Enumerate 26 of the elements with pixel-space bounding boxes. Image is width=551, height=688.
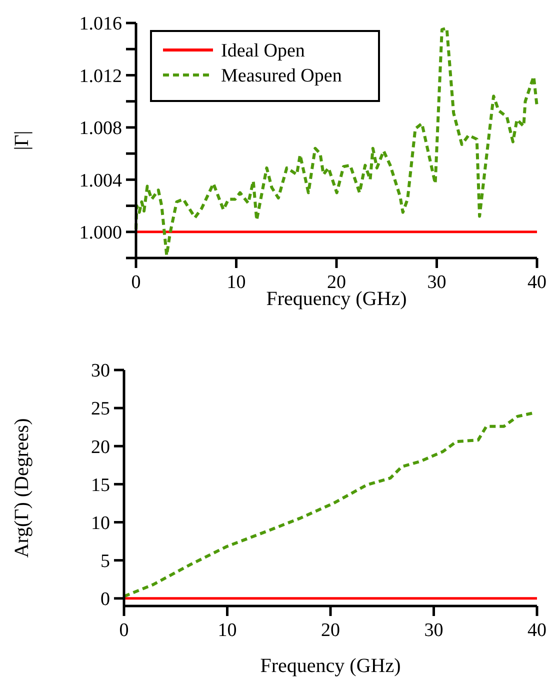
x-tick-label: 10 xyxy=(226,272,246,293)
y-axis-title: Arg(Γ) (Degrees) xyxy=(11,418,33,558)
y-tick-label: 15 xyxy=(91,474,110,496)
x-tick-label: 20 xyxy=(321,620,340,641)
y-tick-label: 30 xyxy=(91,360,110,382)
y-tick-label: 20 xyxy=(91,436,110,458)
y-tick-label: 5 xyxy=(100,550,110,572)
y-tick-label: 10 xyxy=(91,512,110,534)
x-tick-label: 30 xyxy=(424,620,444,641)
y-tick-label: 25 xyxy=(91,398,110,420)
y-tick-label: 1.012 xyxy=(79,66,122,87)
x-tick-label: 40 xyxy=(528,272,546,293)
y-tick-label: 1.004 xyxy=(79,170,122,192)
y-tick-label: 0 xyxy=(100,589,110,610)
y-tick-label: 1.008 xyxy=(79,118,122,140)
legend-label: Measured Open xyxy=(221,66,342,87)
x-axis-title: Frequency (GHz) xyxy=(260,655,401,677)
x-tick-label: 0 xyxy=(131,272,141,293)
x-tick-label: 40 xyxy=(528,620,546,641)
y-axis-title: |Γ| xyxy=(11,130,33,150)
line-series xyxy=(134,26,538,257)
x-tick-label: 10 xyxy=(218,620,237,641)
y-tick-label: 1.016 xyxy=(79,14,122,35)
y-tick-label: 1.000 xyxy=(79,222,122,244)
x-tick-label: 30 xyxy=(427,272,446,293)
legend-label: Ideal Open xyxy=(221,40,306,62)
